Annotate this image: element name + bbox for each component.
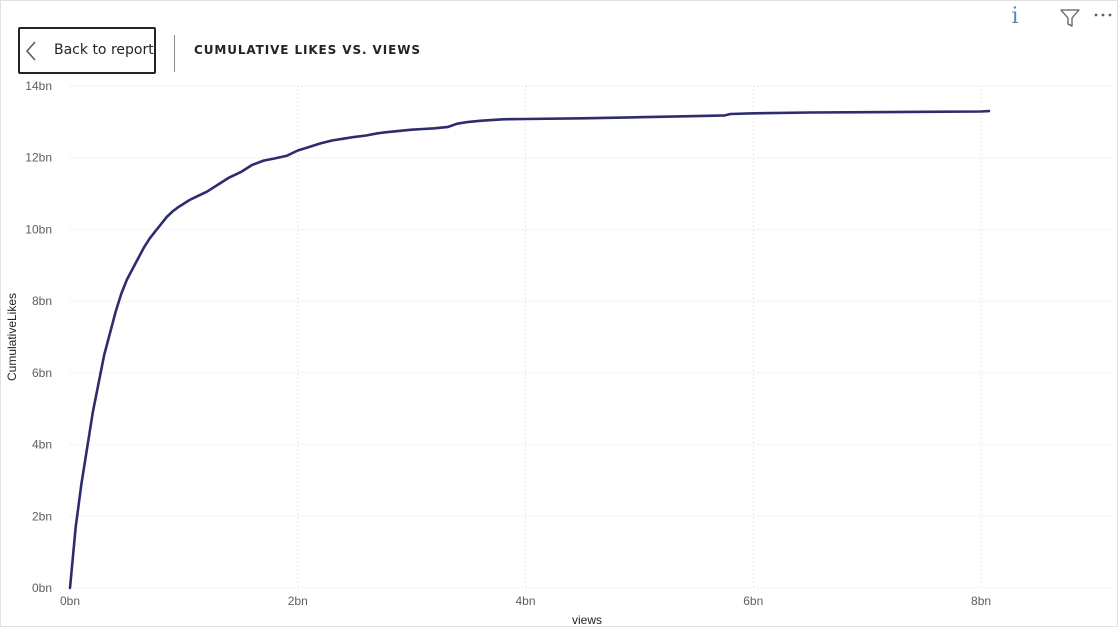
back-to-report-label: Back to report bbox=[54, 42, 154, 58]
filter-icon[interactable] bbox=[1059, 8, 1081, 28]
series-line-cumulative-likes bbox=[68, 109, 991, 590]
chevron-left-icon bbox=[25, 41, 36, 61]
x-tick-label: 6bn bbox=[743, 594, 763, 608]
y-tick-label: 14bn bbox=[25, 79, 52, 93]
x-tick-label: 0bn bbox=[60, 594, 80, 608]
y-tick-label: 6bn bbox=[32, 366, 52, 380]
info-icon[interactable]: i bbox=[1011, 4, 1019, 29]
y-tick-label: 4bn bbox=[32, 438, 52, 452]
y-tick-label: 10bn bbox=[25, 222, 52, 236]
x-tick-label: 8bn bbox=[971, 594, 991, 608]
y-tick-label: 12bn bbox=[25, 151, 52, 165]
header-divider bbox=[174, 35, 175, 72]
x-tick-label: 2bn bbox=[288, 594, 308, 608]
back-to-report-button[interactable]: Back to report bbox=[18, 27, 156, 74]
y-tick-label: 8bn bbox=[32, 294, 52, 308]
x-axis-ticks: 0bn 2bn 4bn 6bn 8bn bbox=[60, 594, 991, 608]
chart-title: CUMULATIVE LIKES VS. VIEWS bbox=[194, 43, 421, 57]
x-tick-label: 4bn bbox=[516, 594, 536, 608]
grid-lines bbox=[70, 85, 1112, 589]
more-options-icon[interactable] bbox=[1092, 10, 1114, 20]
x-axis-title: views bbox=[572, 613, 602, 627]
y-axis-ticks: 0bn 2bn 4bn 6bn 8bn 10bn 12bn 14bn bbox=[25, 79, 52, 595]
y-axis-title: CumulativeLikes bbox=[5, 293, 19, 381]
y-tick-label: 0bn bbox=[32, 581, 52, 595]
y-tick-label: 2bn bbox=[32, 509, 52, 523]
